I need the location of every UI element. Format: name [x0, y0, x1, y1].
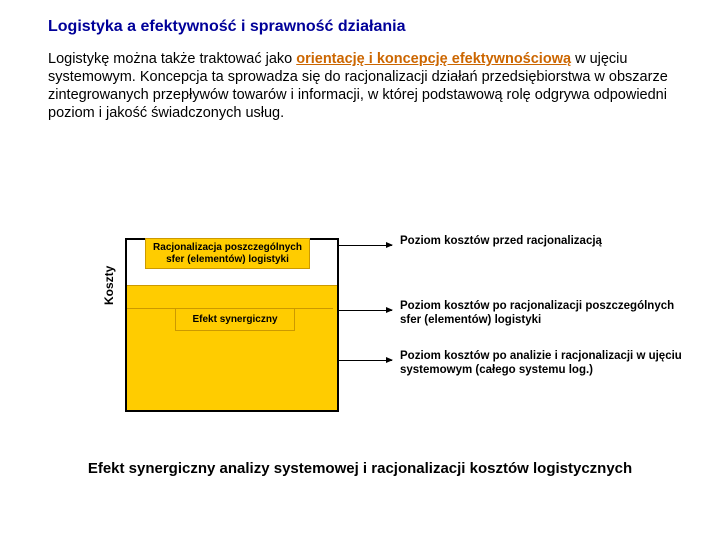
para-lead: Logistykę można także traktować jako — [48, 51, 296, 67]
annotation-after-system: Poziom kosztów po analizie i racjonaliza… — [400, 350, 690, 378]
y-axis-label: Koszty — [102, 266, 116, 305]
arrow-3 — [337, 360, 392, 361]
para-highlight: orientację i koncepcję efektywnościową — [296, 51, 571, 67]
cost-diagram: Koszty Racjonalizacja poszczególnych sfe… — [40, 230, 680, 440]
orange-region — [127, 285, 337, 410]
figure-caption: Efekt synergiczny analizy systemowej i r… — [40, 460, 680, 477]
annotation-before: Poziom kosztów przed racjonalizacją — [400, 235, 660, 249]
synergy-effect-box: Efekt synergiczny — [175, 308, 295, 331]
rationalization-box: Racjonalizacja poszczególnych sfer (elem… — [145, 238, 310, 269]
intro-paragraph: Logistykę można także traktować jako ori… — [48, 50, 680, 123]
arrow-2 — [337, 310, 392, 311]
arrow-1 — [337, 245, 392, 246]
annotation-after-elements: Poziom kosztów po racjonalizacji poszcze… — [400, 300, 680, 328]
page-title: Logistyka a efektywność i sprawność dzia… — [48, 18, 680, 36]
